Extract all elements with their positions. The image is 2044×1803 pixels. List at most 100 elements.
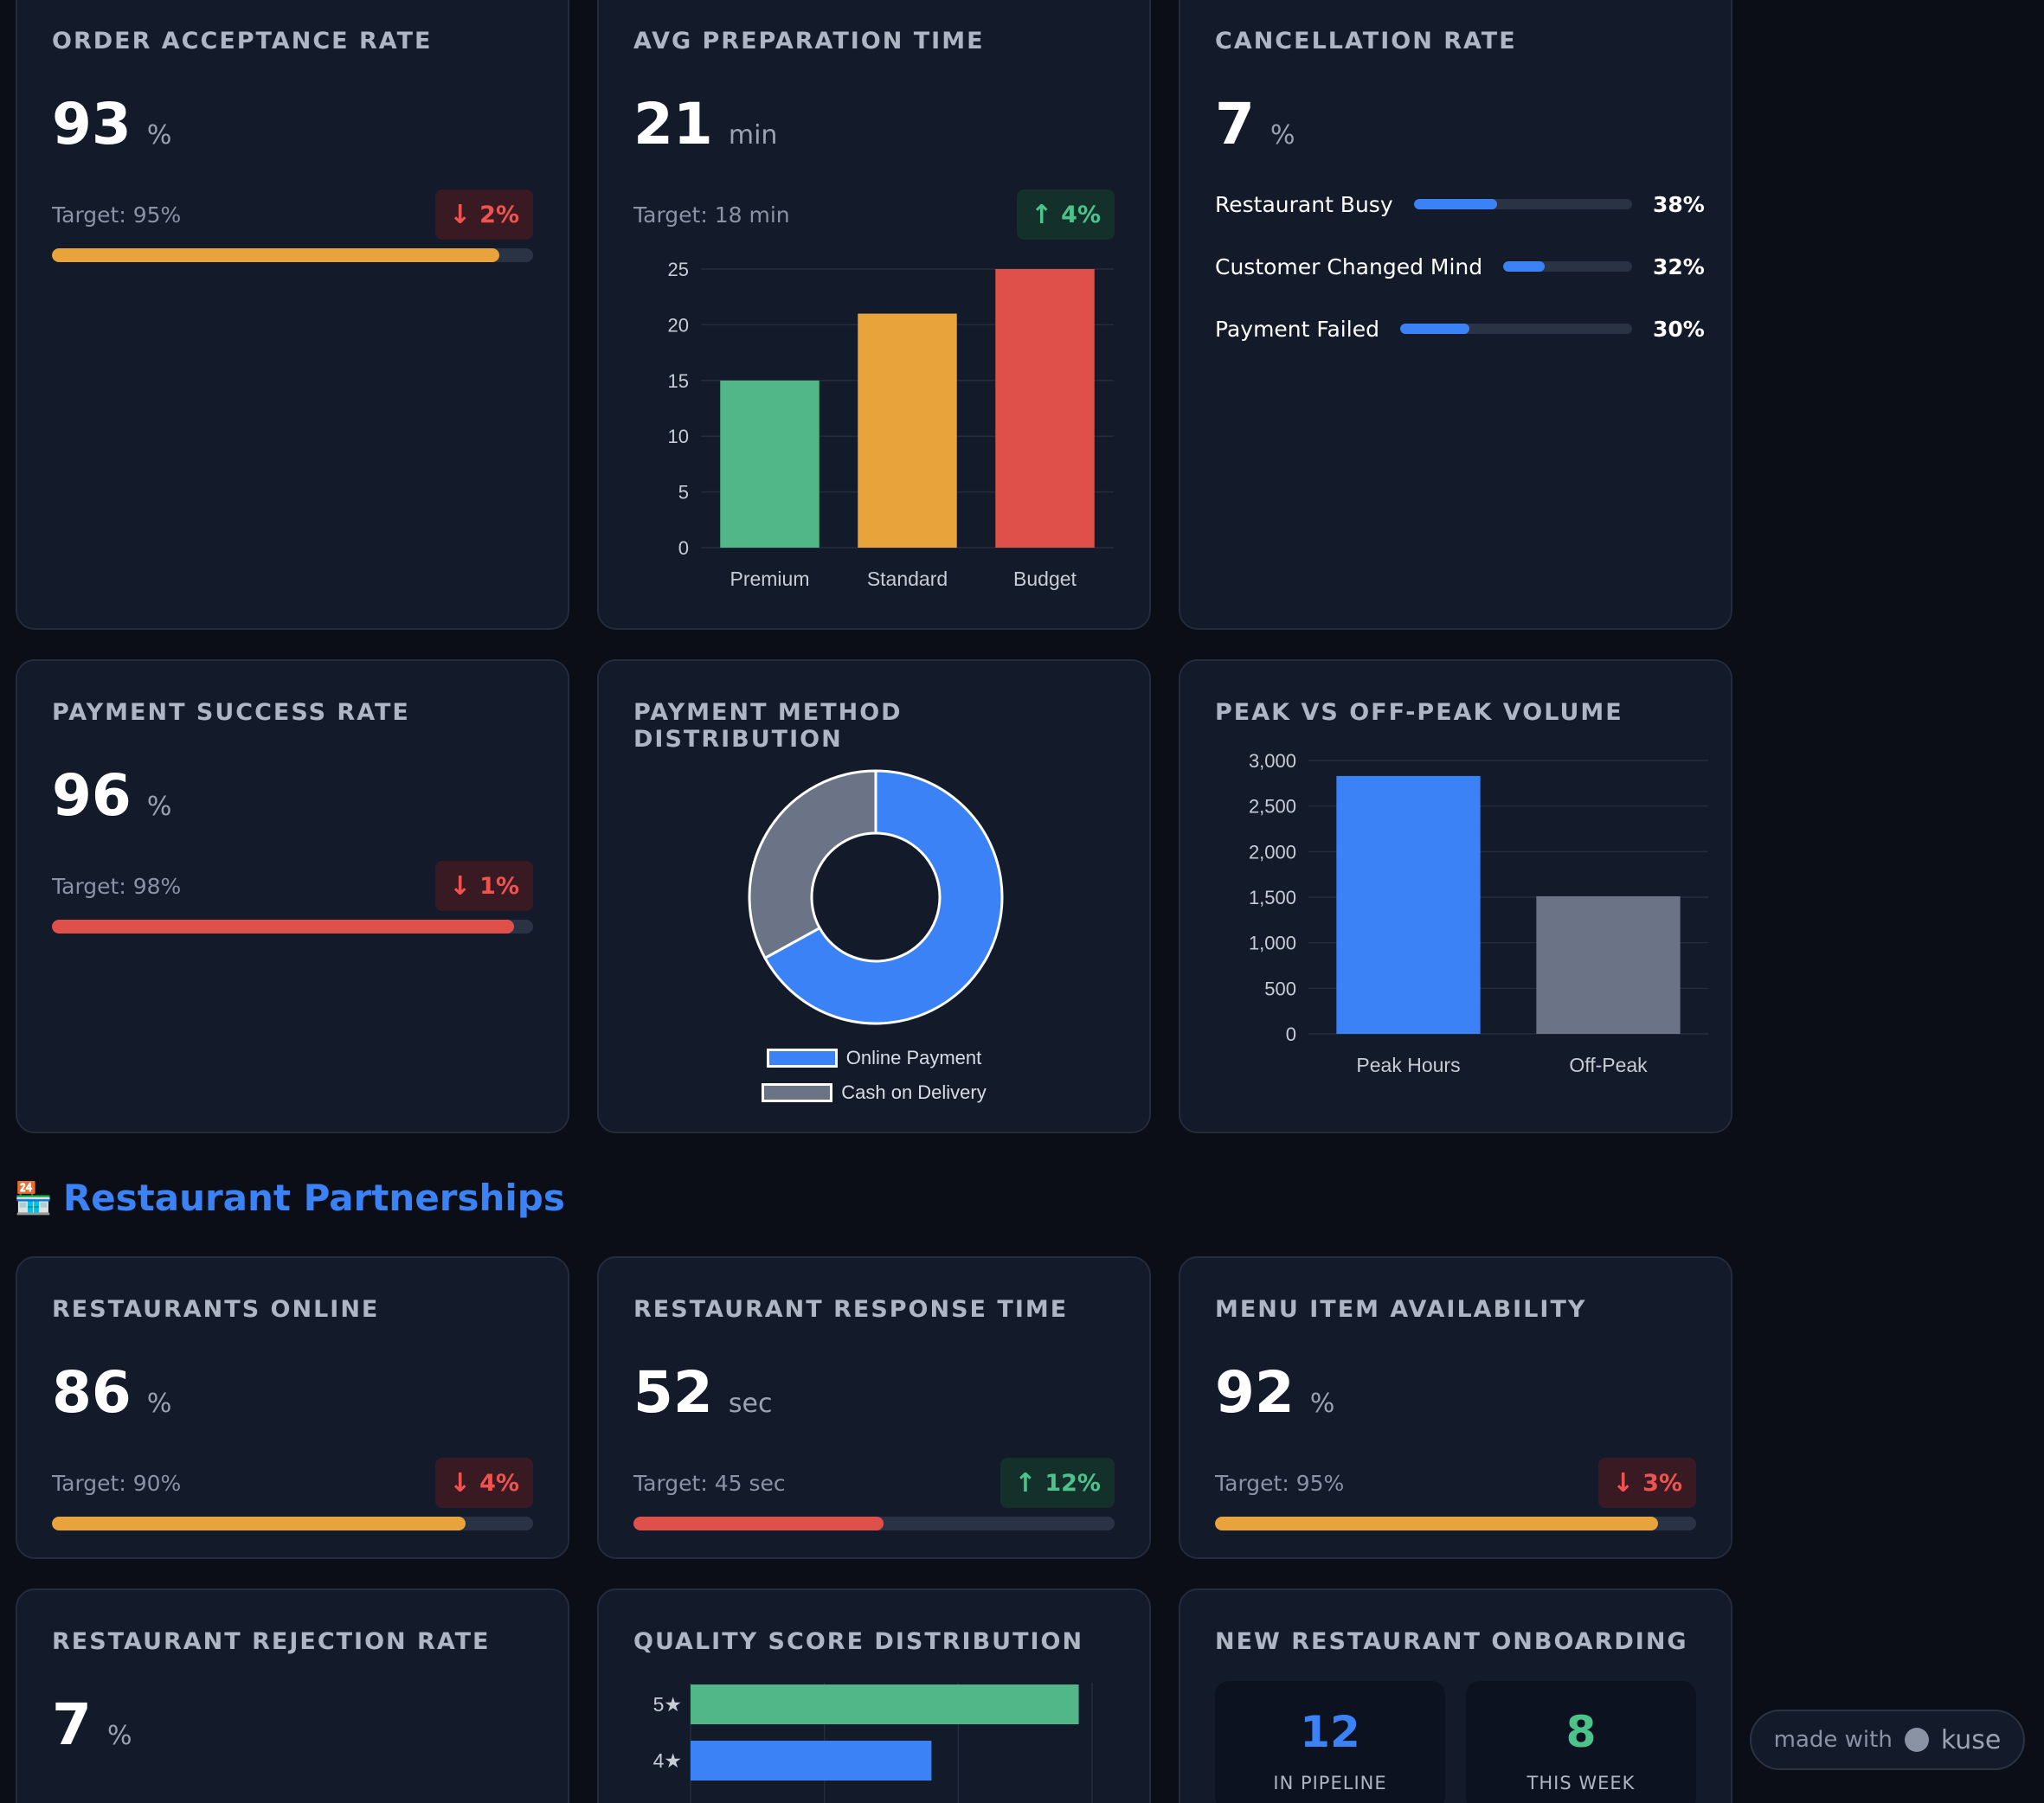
- progress-bar: [633, 1517, 1115, 1530]
- reason-label: Payment Failed: [1215, 316, 1379, 342]
- reason-fill: [1413, 199, 1497, 209]
- bar: [858, 313, 957, 548]
- y-tick-label: 10: [668, 426, 689, 447]
- y-tick-label: 2,000: [1249, 841, 1296, 863]
- pipeline-count: 12: [1300, 1707, 1360, 1757]
- onboarding-card: NEW RESTAURANT ONBOARDING 12 IN PIPELINE…: [1179, 1588, 1732, 1803]
- payment-method-card: PAYMENT METHOD DISTRIBUTION Online Payme…: [597, 659, 1151, 1133]
- progress-fill: [52, 1517, 466, 1530]
- metric-unit: %: [146, 1389, 172, 1419]
- y-tick-label: 500: [1264, 978, 1296, 999]
- bar: [1536, 895, 1681, 1034]
- reason-bar: [1399, 324, 1632, 334]
- card-title: MENU ITEM AVAILABILITY: [1215, 1296, 1587, 1323]
- cancellation-reasons: Restaurant Busy 38% Customer Changed Min…: [1215, 191, 1705, 342]
- metric-unit: %: [1309, 1389, 1335, 1419]
- progress-fill: [52, 920, 514, 934]
- reason-row: Customer Changed Mind 32%: [1215, 253, 1705, 279]
- progress-bar: [52, 248, 533, 262]
- y-tick-label: 5: [678, 482, 689, 504]
- y-tick-label: 1,500: [1249, 887, 1296, 908]
- y-tick-label: 3,000: [1249, 750, 1296, 772]
- trend-badge: ↓ 1%: [435, 861, 533, 911]
- metric-value: 21: [633, 91, 713, 157]
- quality-score-bar-chart: 5★ 4★: [653, 1683, 1093, 1803]
- kuse-logo-icon: [1904, 1728, 1929, 1752]
- trend-value: 1%: [479, 872, 519, 900]
- bar: [691, 1684, 1079, 1724]
- rejection-rate-card: RESTAURANT REJECTION RATE 7 %: [16, 1588, 569, 1803]
- progress-fill: [52, 248, 500, 262]
- progress-fill: [633, 1517, 884, 1530]
- card-title: QUALITY SCORE DISTRIBUTION: [633, 1628, 1084, 1655]
- payment-method-donut: [748, 769, 1004, 1025]
- trend-badge: ↑ 12%: [1000, 1458, 1115, 1508]
- payment-success-card: PAYMENT SUCCESS RATE 96 % Target: 98% ↓ 1…: [16, 659, 569, 1133]
- pipeline-label: IN PIPELINE: [1273, 1773, 1387, 1793]
- quality-score-card: QUALITY SCORE DISTRIBUTION 5★ 4★: [597, 1588, 1151, 1803]
- metric-unit: sec: [728, 1389, 773, 1419]
- trend-value: 4%: [1061, 201, 1101, 228]
- metric-value: 7: [52, 1691, 92, 1758]
- progress-bar: [52, 920, 533, 934]
- card-title: RESTAURANTS ONLINE: [52, 1296, 380, 1323]
- card-title: NEW RESTAURANT ONBOARDING: [1215, 1628, 1688, 1655]
- trend-badge: ↓ 4%: [435, 1458, 533, 1508]
- arrow-down-icon: ↓: [449, 1467, 472, 1498]
- metric-unit: %: [106, 1721, 132, 1751]
- reason-label: Customer Changed Mind: [1215, 253, 1483, 279]
- section-heading: 🏪 Restaurant Partnerships: [14, 1177, 565, 1219]
- card-title: PAYMENT SUCCESS RATE: [52, 699, 410, 726]
- trend-value: 12%: [1044, 1469, 1101, 1497]
- reason-percent: 38%: [1653, 191, 1705, 217]
- trend-value: 4%: [479, 1469, 519, 1497]
- legend-item[interactable]: Online Payment: [766, 1047, 981, 1069]
- reason-label: Restaurant Busy: [1215, 191, 1393, 217]
- metric-value: 7: [1215, 91, 1255, 157]
- target-text: Target: 18 min: [633, 202, 790, 228]
- legend-swatch: [766, 1049, 838, 1068]
- metric-value: 52: [633, 1359, 713, 1426]
- donut-legend: Online Payment Cash on Delivery: [633, 1047, 1115, 1104]
- bar: [691, 1741, 932, 1781]
- legend-label: Cash on Delivery: [841, 1081, 987, 1103]
- y-tick-label: 25: [668, 259, 689, 280]
- arrow-down-icon: ↓: [1612, 1467, 1635, 1498]
- metric-unit: %: [146, 792, 172, 822]
- metric-value: 92: [1215, 1359, 1295, 1426]
- y-tick-label: 1,000: [1249, 933, 1296, 954]
- card-title: ORDER ACCEPTANCE RATE: [52, 28, 433, 55]
- peak-volume-bar-chart: 0 500 1,000 1,500 2,000 2,500 3,000 Peak Hours O…: [1249, 750, 1708, 1076]
- card-title: CANCELLATION RATE: [1215, 28, 1517, 55]
- arrow-up-icon: ↑: [1031, 199, 1053, 230]
- section-title: Restaurant Partnerships: [62, 1177, 565, 1219]
- progress-bar: [52, 1517, 533, 1530]
- made-with-badge[interactable]: made with kuse: [1750, 1710, 2025, 1770]
- metric-value: 86: [52, 1359, 132, 1426]
- target-text: Target: 95%: [1215, 1470, 1345, 1496]
- store-icon: 🏪: [14, 1180, 53, 1216]
- trend-badge: ↓ 2%: [435, 189, 533, 240]
- reason-percent: 32%: [1653, 253, 1705, 279]
- peak-volume-card: PEAK VS OFF-PEAK VOLUME 0 500 1,000 1,500 2,…: [1179, 659, 1732, 1133]
- cancellation-rate-card: CANCELLATION RATE 7 % Restaurant Busy 38…: [1179, 0, 1732, 630]
- reason-row: Restaurant Busy 38%: [1215, 191, 1705, 217]
- card-title: RESTAURANT RESPONSE TIME: [633, 1296, 1069, 1323]
- progress-fill: [1215, 1517, 1658, 1530]
- metric-value: 96: [52, 762, 132, 829]
- metric-value: 93: [52, 91, 132, 157]
- avg-prep-time-card: AVG PREPARATION TIME 21 min Target: 18 m…: [597, 0, 1151, 630]
- reason-fill: [1503, 261, 1545, 272]
- metric-unit: %: [1269, 120, 1295, 151]
- bar: [1336, 775, 1481, 1034]
- y-tick-label: 0: [678, 537, 689, 559]
- trend-value: 3%: [1642, 1469, 1682, 1497]
- y-tick-label: 15: [668, 370, 689, 392]
- bar: [720, 380, 820, 548]
- restaurants-online-card: RESTAURANTS ONLINE 86 % Target: 90% ↓ 4%: [16, 1256, 569, 1559]
- x-tick-label: Standard: [867, 568, 948, 590]
- legend-item[interactable]: Cash on Delivery: [762, 1081, 987, 1104]
- target-text: Target: 95%: [52, 202, 182, 228]
- pipeline-stat: 12 IN PIPELINE: [1215, 1681, 1445, 1803]
